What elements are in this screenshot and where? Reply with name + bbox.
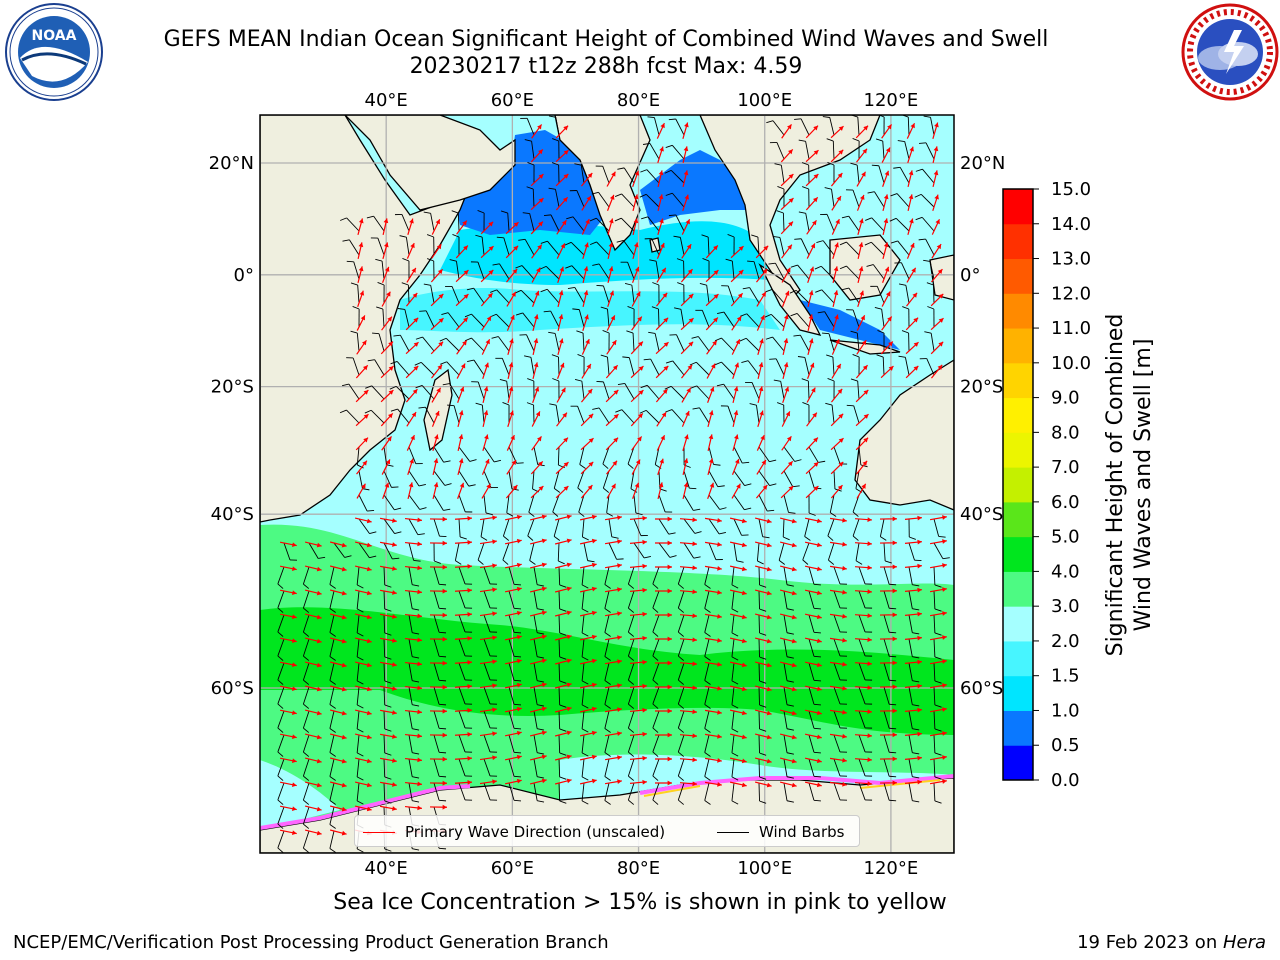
lon-tick-bottom: 100°E bbox=[737, 858, 792, 879]
lat-tick-right: 20°S bbox=[960, 377, 1003, 398]
legend-item-wave: Primary Wave Direction (unscaled) bbox=[363, 823, 665, 841]
lon-tick-top: 40°E bbox=[365, 90, 408, 111]
sea-ice-yellow bbox=[643, 779, 941, 797]
legend-line-black bbox=[717, 832, 749, 833]
chart-subtitle: 20230217 t12z 288h fcst Max: 4.59 bbox=[409, 54, 803, 79]
colorbar-segment bbox=[1003, 467, 1033, 503]
colorbar-label-line1: Significant Height of Combined bbox=[1103, 313, 1128, 657]
lat-tick-right: 20°N bbox=[960, 153, 1005, 174]
colorbar-segment bbox=[1003, 501, 1033, 538]
colorbar-segment bbox=[1003, 223, 1033, 260]
legend: Primary Wave Direction (unscaled) Wind B… bbox=[354, 815, 860, 847]
lat-tick-right: 40°S bbox=[960, 504, 1003, 525]
colorbar-tick-label: 0.0 bbox=[1051, 770, 1080, 791]
colorbar-segment bbox=[1003, 571, 1033, 607]
legend-label-wave: Primary Wave Direction (unscaled) bbox=[405, 823, 666, 841]
band-1.5-2m bbox=[400, 288, 780, 333]
colorbar-segment bbox=[1003, 258, 1033, 294]
lat-tick-left: 0° bbox=[234, 265, 254, 286]
lat-tick-right: 60°S bbox=[960, 678, 1003, 699]
colorbar-tick-label: 5.0 bbox=[1051, 527, 1080, 548]
lon-tick-top: 120°E bbox=[864, 90, 919, 111]
sea-ice-caption-text: Sea Ice Concentration > 15% is shown in … bbox=[333, 890, 947, 915]
colorbar-segment bbox=[1003, 293, 1033, 329]
colorbar-segment bbox=[1003, 536, 1033, 572]
colorbar-segment bbox=[1003, 675, 1033, 711]
lon-tick-top: 80°E bbox=[617, 90, 660, 111]
chart-title: GEFS MEAN Indian Ocean Significant Heigh… bbox=[163, 27, 1049, 52]
colorbar-segment bbox=[1003, 328, 1033, 364]
lat-tick-left: 40°S bbox=[211, 504, 254, 525]
colorbar-tick-label: 1.5 bbox=[1051, 666, 1080, 687]
lat-tick-left: 60°S bbox=[211, 678, 254, 699]
legend-label-barbs: Wind Barbs bbox=[759, 823, 845, 841]
colorbar-segment bbox=[1003, 640, 1033, 677]
bay-of-bengal-low bbox=[640, 150, 760, 225]
colorbar-tick-label: 1.0 bbox=[1051, 700, 1080, 721]
lat-tick-right: 0° bbox=[960, 265, 980, 286]
colorbar-tick-label: 2.0 bbox=[1051, 631, 1080, 652]
colorbar-tick-label: 15.0 bbox=[1051, 179, 1091, 200]
footer-branch: NCEP/EMC/Verification Post Processing Pr… bbox=[13, 932, 609, 953]
colorbar-segment bbox=[1003, 397, 1033, 433]
colorbar-label-line2: Wind Waves and Swell [m] bbox=[1131, 338, 1156, 632]
lat-tick-left: 20°S bbox=[211, 377, 254, 398]
colorbar-tick-label: 0.5 bbox=[1051, 735, 1080, 756]
colorbar-tick-label: 9.0 bbox=[1051, 388, 1080, 409]
colorbar-tick-label: 4.0 bbox=[1051, 561, 1080, 582]
sea-ice-fringe-west bbox=[260, 784, 471, 830]
colorbar-segment bbox=[1003, 189, 1033, 225]
colorbar-segment bbox=[1003, 432, 1033, 468]
lon-tick-top: 60°E bbox=[491, 90, 534, 111]
lon-tick-top: 100°E bbox=[737, 90, 792, 111]
colorbar-tick-label: 14.0 bbox=[1051, 214, 1091, 235]
colorbar bbox=[1002, 188, 1034, 781]
nws-logo bbox=[1181, 3, 1279, 101]
colorbar-ticks: 0.0 0.5 1.0 1.5 2.0 3.0 4.0 5.0 6.0 7.0 8.0 9.0 10.0… bbox=[1033, 179, 1091, 791]
colorbar-tick-label: 12.0 bbox=[1051, 283, 1091, 304]
sea-ice-fringe-east bbox=[639, 774, 954, 795]
band-1-1.5m bbox=[440, 221, 770, 285]
colorbar-segment bbox=[1003, 710, 1033, 746]
legend-line-red bbox=[363, 832, 395, 833]
colorbar-tick-label: 11.0 bbox=[1051, 318, 1091, 339]
lon-ticks-bottom: 40°E 60°E 80°E 100°E 120°E bbox=[365, 858, 919, 879]
sea-ice-caption: Sea Ice Concentration > 15% is shown in … bbox=[0, 890, 1280, 915]
footer-date: 19 Feb 2023 on Hera bbox=[1077, 932, 1266, 953]
colorbar-segment bbox=[1003, 606, 1033, 642]
lat-tick-left: 20°N bbox=[209, 153, 254, 174]
colorbar-segment bbox=[1003, 745, 1033, 781]
colorbar-tick-label: 3.0 bbox=[1051, 596, 1080, 617]
colorbar-tick-label: 10.0 bbox=[1051, 353, 1091, 374]
noaa-logo: NOAA bbox=[5, 3, 103, 101]
colorbar-frame bbox=[1002, 188, 1034, 781]
colorbar-tick-label: 6.0 bbox=[1051, 492, 1080, 513]
colorbar-segment bbox=[1003, 362, 1033, 399]
wind-barbs bbox=[277, 115, 950, 853]
lon-tick-bottom: 80°E bbox=[617, 858, 660, 879]
footer-date-text: 19 Feb 2023 on bbox=[1077, 932, 1223, 953]
colorbar-tick-label: 7.0 bbox=[1051, 457, 1080, 478]
lon-tick-bottom: 120°E bbox=[864, 858, 919, 879]
lon-tick-bottom: 40°E bbox=[365, 858, 408, 879]
footer-host: Hera bbox=[1222, 932, 1266, 953]
lat-ticks-right: 20°N 0° 20°S 40°S 60°S bbox=[960, 153, 1005, 699]
legend-item-barbs: Wind Barbs bbox=[717, 823, 844, 841]
colorbar-tick-label: 8.0 bbox=[1051, 422, 1080, 443]
map-frame bbox=[259, 114, 955, 854]
colorbar-tick-label: 13.0 bbox=[1051, 249, 1091, 270]
lat-ticks-left: 20°N 0° 20°S 40°S 60°S bbox=[209, 153, 254, 699]
wave-direction-arrows bbox=[279, 122, 947, 836]
lon-tick-bottom: 60°E bbox=[491, 858, 534, 879]
lon-ticks-top: 40°E 60°E 80°E 100°E 120°E bbox=[365, 90, 919, 111]
noaa-logo-text: NOAA bbox=[32, 28, 77, 44]
arabian-sea-low bbox=[455, 130, 610, 235]
